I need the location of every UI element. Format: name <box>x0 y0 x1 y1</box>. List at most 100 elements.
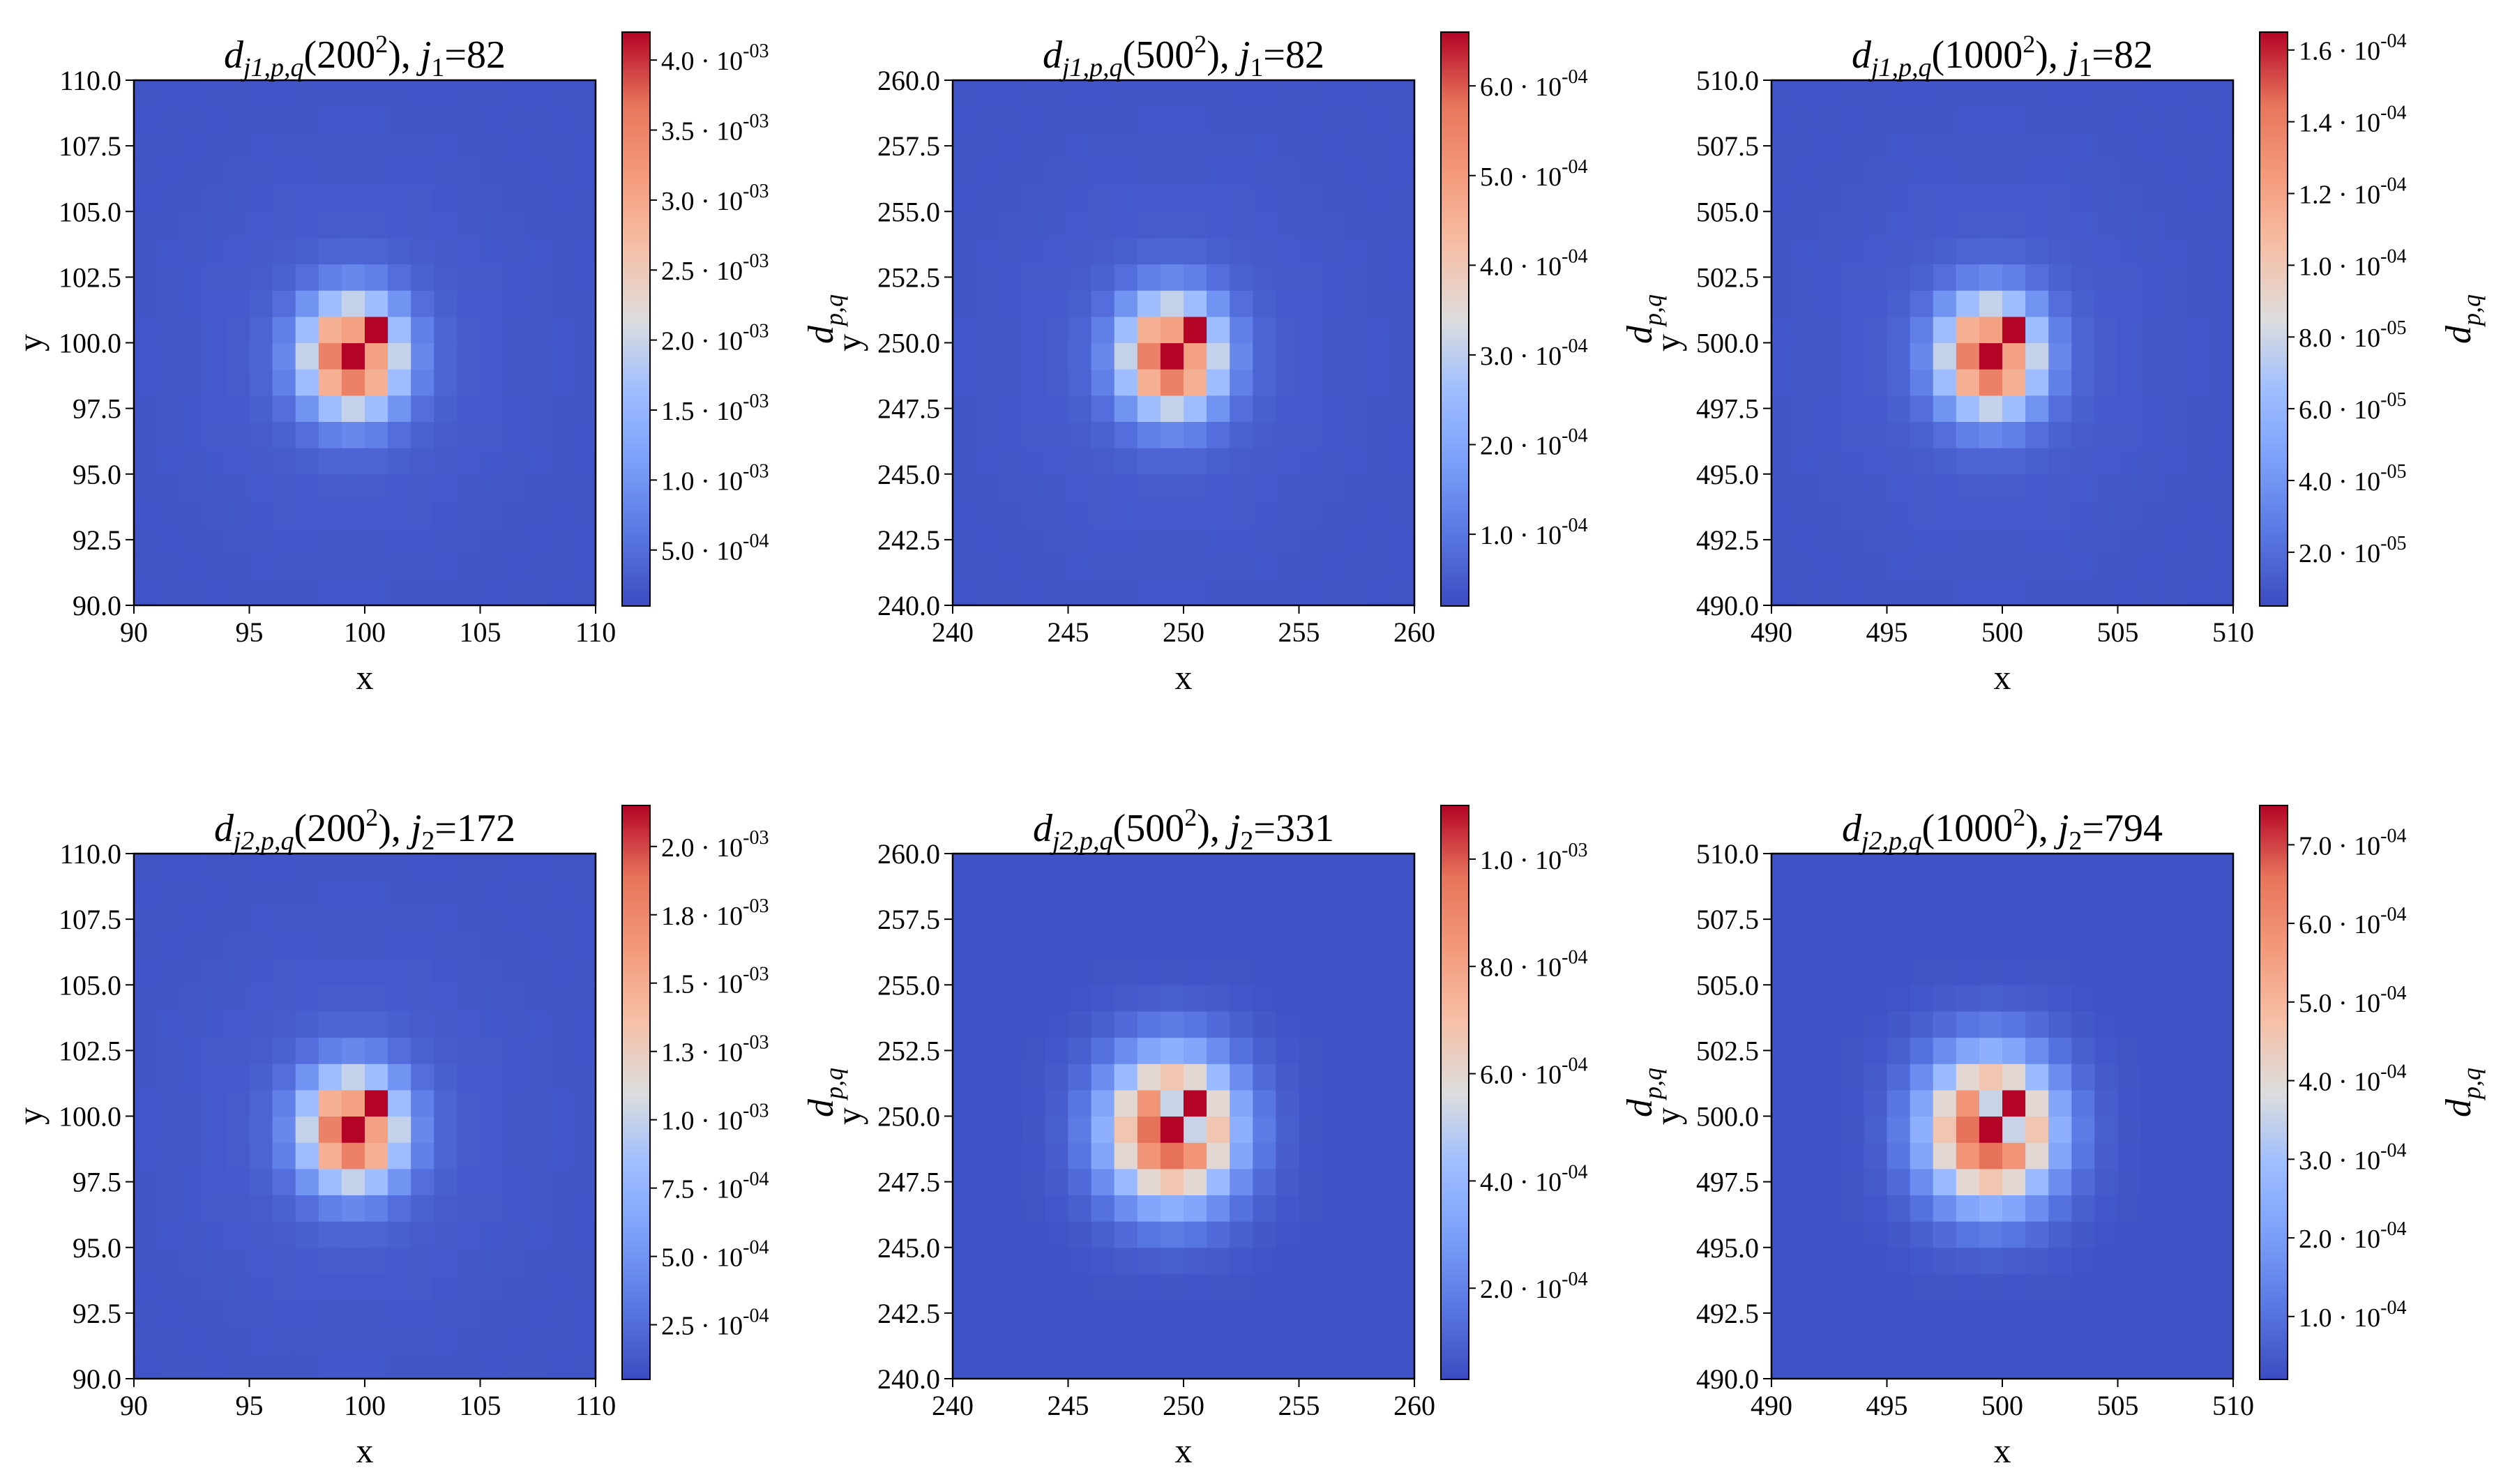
heatmap-cell <box>295 552 319 580</box>
heatmap-cell <box>1276 316 1300 344</box>
heatmap-cell <box>2117 552 2142 580</box>
heatmap-cell <box>2163 1195 2188 1222</box>
heatmap-cell <box>2209 1273 2234 1301</box>
heatmap-cell <box>365 854 388 881</box>
heatmap-cell <box>1137 932 1161 960</box>
heatmap-cell <box>2117 80 2142 107</box>
heatmap-cell <box>1910 290 1934 317</box>
heatmap-cell <box>1887 421 1911 448</box>
heatmap-cell <box>249 369 273 396</box>
heatmap-cell <box>1045 395 1069 423</box>
heatmap-cell <box>1933 369 1957 396</box>
heatmap-cell <box>572 579 596 606</box>
heatmap-cell <box>1933 1300 1957 1327</box>
heatmap-cell <box>157 132 181 160</box>
heatmap-cell <box>1864 132 1888 160</box>
heatmap-cell <box>2186 395 2211 423</box>
heatmap-cell <box>226 448 250 475</box>
heatmap-cell <box>999 395 1022 423</box>
heatmap-cell <box>1794 1300 1818 1327</box>
heatmap-cell <box>953 342 976 370</box>
heatmap-cell <box>1299 1010 1323 1038</box>
heatmap-cell <box>2117 958 2142 985</box>
heatmap-cell <box>2163 500 2188 527</box>
heatmap-cell <box>2140 1273 2165 1301</box>
heatmap-cell <box>2117 1300 2142 1327</box>
heatmap-cell <box>2071 579 2095 606</box>
heatmap-cell <box>480 421 504 448</box>
heatmap-cell <box>203 854 227 881</box>
heatmap-cell <box>1022 906 1045 933</box>
heatmap-cell <box>134 854 158 881</box>
heatmap-cell <box>503 1300 527 1327</box>
heatmap-cell <box>1794 500 1818 527</box>
heatmap-cell <box>434 185 458 212</box>
heatmap-cell <box>1068 106 1092 133</box>
heatmap-cell <box>1299 985 1323 1012</box>
heatmap-cell <box>1276 552 1300 580</box>
heatmap-cell <box>549 1247 573 1274</box>
y-tick-label: 257.5 <box>877 130 940 162</box>
x-tick-label: 240 <box>932 616 974 648</box>
heatmap-cell <box>388 448 411 475</box>
heatmap-cell <box>203 395 227 423</box>
heatmap-cell <box>976 185 999 212</box>
heatmap-cell <box>2209 985 2234 1012</box>
heatmap-cell <box>2163 1063 2188 1091</box>
x-tick-label: 505 <box>2097 1390 2139 1421</box>
x-tick-label: 495 <box>1866 616 1908 648</box>
heatmap-cell <box>1391 552 1415 580</box>
heatmap-cell <box>1184 158 1207 186</box>
heatmap-cell <box>318 448 342 475</box>
heatmap-cell <box>1771 237 1795 265</box>
heatmap-cell <box>1184 264 1207 291</box>
heatmap-cell <box>2209 1247 2234 1274</box>
heatmap-cell <box>157 1195 181 1222</box>
heatmap-cell <box>1841 1195 1864 1222</box>
heatmap-cell <box>1956 1168 1980 1196</box>
heatmap-cell <box>1864 1142 1888 1169</box>
heatmap-cell <box>480 185 504 212</box>
heatmap-cell <box>411 1142 434 1169</box>
heatmap-cell <box>1817 342 1841 370</box>
heatmap-cell <box>2186 552 2211 580</box>
heatmap-cell <box>2117 211 2142 238</box>
heatmap-cell <box>1022 1352 1045 1379</box>
heatmap-cell <box>549 474 573 501</box>
heatmap-cell <box>1345 237 1369 265</box>
heatmap-cell <box>2048 1300 2072 1327</box>
heatmap-cell <box>1160 1142 1184 1169</box>
x-tick-label: 100 <box>344 1390 386 1421</box>
heatmap-cell <box>2048 500 2072 527</box>
heatmap-cell <box>1160 1037 1184 1064</box>
heatmap-cell <box>457 316 481 344</box>
heatmap-cell <box>2117 448 2142 475</box>
colorbar-tick-label: 1.0 · 10-04 <box>2299 245 2406 281</box>
heatmap-cell <box>1841 395 1864 423</box>
heatmap-cell <box>2163 211 2188 238</box>
heatmap-cell <box>1160 1221 1184 1248</box>
x-tick-label: 505 <box>2097 616 2139 648</box>
heatmap-cell <box>2071 448 2095 475</box>
heatmap-cell <box>411 158 434 186</box>
heatmap-cell <box>295 264 319 291</box>
heatmap-cell <box>1137 106 1161 133</box>
heatmap-cell <box>2117 1168 2142 1196</box>
heatmap-cell <box>457 527 481 554</box>
heatmap-cell <box>1345 1326 1369 1353</box>
heatmap-cell <box>1817 237 1841 265</box>
heatmap-cell <box>2186 369 2211 396</box>
heatmap-cell <box>2025 854 2049 881</box>
heatmap-cell <box>134 932 158 960</box>
heatmap-cell <box>2048 854 2072 881</box>
heatmap-cell <box>318 958 342 985</box>
y-tick-label: 505.0 <box>1696 969 1759 1001</box>
heatmap-cell <box>1160 80 1184 107</box>
heatmap-cell <box>503 500 527 527</box>
heatmap-cell <box>2025 1326 2049 1353</box>
heatmap-cell <box>249 579 273 606</box>
heatmap-cell <box>434 1352 458 1379</box>
heatmap-cell <box>1345 158 1369 186</box>
heatmap-cell <box>1184 1063 1207 1091</box>
heatmap-cell <box>572 1247 596 1274</box>
